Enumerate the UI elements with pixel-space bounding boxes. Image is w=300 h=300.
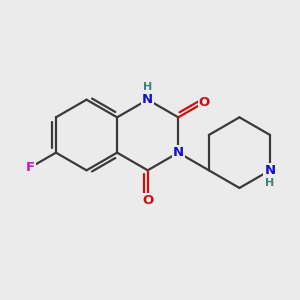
Text: F: F (26, 161, 34, 174)
Text: N: N (142, 93, 153, 106)
Text: N: N (265, 164, 276, 177)
Text: O: O (142, 194, 153, 207)
Text: H: H (143, 82, 152, 92)
Text: H: H (266, 178, 275, 188)
Text: O: O (199, 96, 210, 109)
Text: N: N (173, 146, 184, 159)
